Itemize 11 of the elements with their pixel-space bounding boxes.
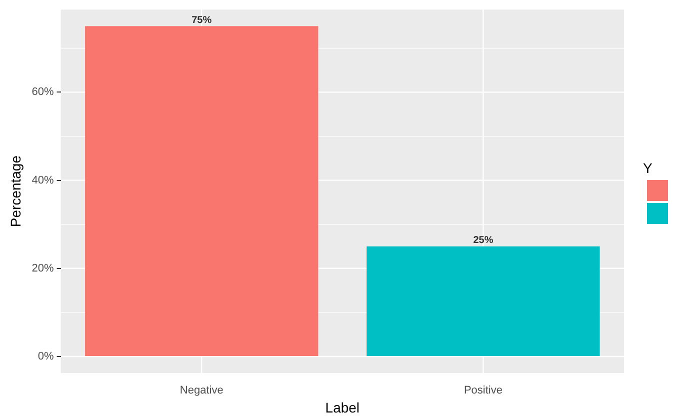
data-label: 25%: [473, 235, 494, 246]
x-tick-label: Positive: [464, 384, 502, 397]
y-tick-label: 20%: [32, 262, 54, 274]
x-tick-label: Negative: [180, 384, 224, 397]
y-axis-title: Percentage: [7, 155, 24, 228]
data-label: 75%: [192, 14, 212, 26]
y-tick-label: 40%: [32, 174, 54, 186]
y-tick-label: 0%: [38, 350, 54, 363]
legend-title: Y: [643, 160, 654, 176]
x-axis-title: Label: [325, 399, 360, 416]
y-tick-label: 60%: [32, 86, 54, 98]
